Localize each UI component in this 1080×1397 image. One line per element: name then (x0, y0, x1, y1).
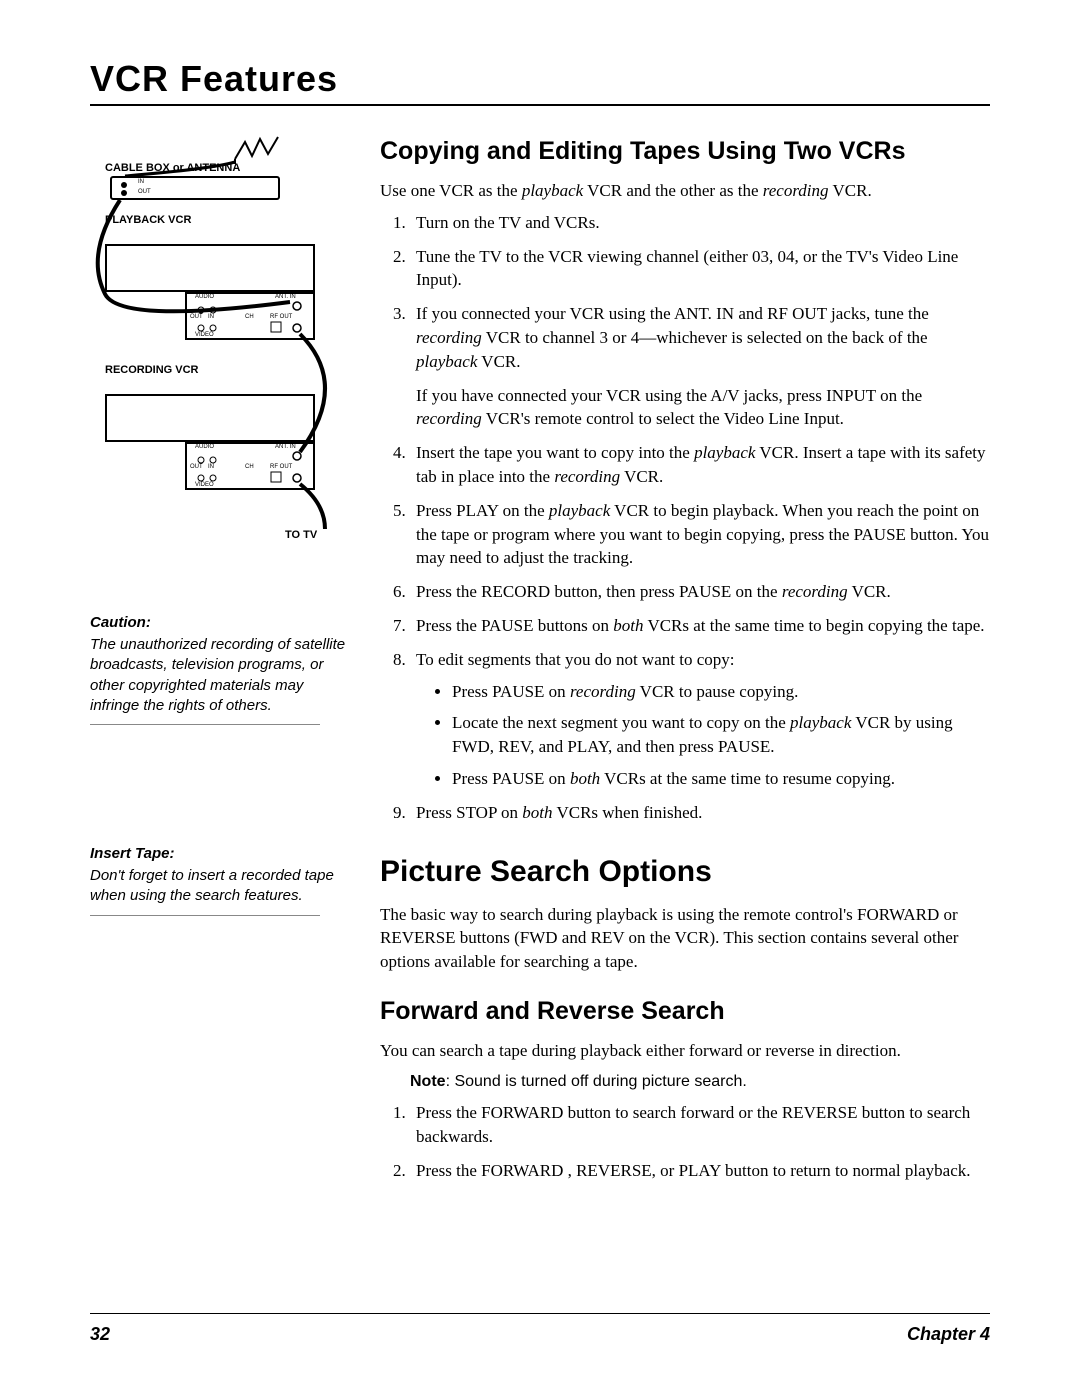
insert-tape-title: Insert Tape: (90, 845, 350, 862)
page-number: 32 (90, 1324, 110, 1345)
to-tv-label: TO TV (285, 529, 317, 541)
caution-text: The unauthorized recording of satellite … (90, 635, 350, 716)
ant-in-label: ANT. IN (275, 294, 296, 300)
step-4: Insert the tape you want to copy into th… (410, 441, 990, 489)
playback-vcr-label: PLAYBACK VCR (105, 214, 191, 227)
in-small-label: IN (208, 314, 214, 320)
step-3: If you connected your VCR using the ANT.… (410, 302, 990, 431)
ch-label-2: CH (245, 464, 254, 470)
in-label: IN (138, 179, 144, 185)
antenna-icon (230, 134, 290, 164)
recording-vcr-label: RECORDING VCR (105, 364, 199, 377)
section-picture-search-title: Picture Search Options (380, 851, 990, 893)
step-7: Press the PAUSE buttons on both VCRs at … (410, 614, 990, 638)
playback-vcr-front (105, 244, 315, 292)
out-small-label: OUT (190, 314, 203, 320)
cable-box-label: CABLE BOX or ANTENNA (105, 162, 240, 174)
step-2: Tune the TV to the VCR viewing channel (… (410, 245, 990, 293)
step-9: Press STOP on both VCRs when finished. (410, 801, 990, 825)
copying-steps: Turn on the TV and VCRs. Tune the TV to … (380, 211, 990, 825)
connection-diagram: CABLE BOX or ANTENNA IN OUT PLAYBACK VCR… (90, 134, 350, 584)
in-small-label-2: IN (208, 464, 214, 470)
ant-in-label-2: ANT. IN (275, 444, 296, 450)
main-column: Copying and Editing Tapes Using Two VCRs… (380, 134, 990, 1193)
audio-label: AUDIO (195, 294, 214, 300)
insert-tape-text: Don't forget to insert a recorded tape w… (90, 866, 350, 907)
footer-rule (90, 1313, 990, 1314)
insert-tape-rule (90, 915, 320, 916)
step-8-b1: Press PAUSE on recording VCR to pause co… (452, 680, 990, 704)
out-small-label-2: OUT (190, 464, 203, 470)
forward-reverse-intro: You can search a tape during playback ei… (380, 1039, 990, 1063)
chapter-title: VCR Features (90, 58, 990, 100)
step-1: Turn on the TV and VCRs. (410, 211, 990, 235)
video-label-2: VIDEO (195, 482, 214, 488)
sidebar: CABLE BOX or ANTENNA IN OUT PLAYBACK VCR… (90, 134, 350, 1193)
step-8-b2: Locate the next segment you want to copy… (452, 711, 990, 759)
caution-block: Caution: The unauthorized recording of s… (90, 614, 350, 725)
step-8-b3: Press PAUSE on both VCRs at the same tim… (452, 767, 990, 791)
out-label: OUT (138, 189, 151, 195)
section-copying-title: Copying and Editing Tapes Using Two VCRs (380, 134, 990, 169)
step-5: Press PLAY on the playback VCR to begin … (410, 499, 990, 570)
content-columns: CABLE BOX or ANTENNA IN OUT PLAYBACK VCR… (90, 134, 990, 1193)
recording-vcr-front (105, 394, 315, 442)
ch-label: CH (245, 314, 254, 320)
caution-title: Caution: (90, 614, 350, 631)
rf-out-label-2: RF OUT (270, 464, 292, 470)
step-6: Press the RECORD button, then press PAUS… (410, 580, 990, 604)
title-rule (90, 104, 990, 106)
caution-rule (90, 724, 320, 725)
note-sound-off: Note: Sound is turned off during picture… (410, 1071, 990, 1093)
step-3-para: If you have connected your VCR using the… (416, 384, 990, 432)
fr-step-2: Press the FORWARD , REVERSE, or PLAY but… (410, 1159, 990, 1183)
chapter-label: Chapter 4 (907, 1324, 990, 1345)
rf-out-label: RF OUT (270, 314, 292, 320)
picture-search-intro: The basic way to search during playback … (380, 903, 990, 974)
audio-label-2: AUDIO (195, 444, 214, 450)
copying-intro: Use one VCR as the playback VCR and the … (380, 179, 990, 203)
fr-step-1: Press the FORWARD button to search forwa… (410, 1101, 990, 1149)
section-forward-reverse-title: Forward and Reverse Search (380, 994, 990, 1029)
cable-box (110, 176, 280, 200)
step-8: To edit segments that you do not want to… (410, 648, 990, 791)
step-8-bullets: Press PAUSE on recording VCR to pause co… (416, 680, 990, 791)
page-footer: 32 Chapter 4 (90, 1313, 990, 1345)
forward-reverse-steps: Press the FORWARD button to search forwa… (380, 1101, 990, 1182)
video-label: VIDEO (195, 332, 214, 338)
insert-tape-block: Insert Tape: Don't forget to insert a re… (90, 845, 350, 916)
